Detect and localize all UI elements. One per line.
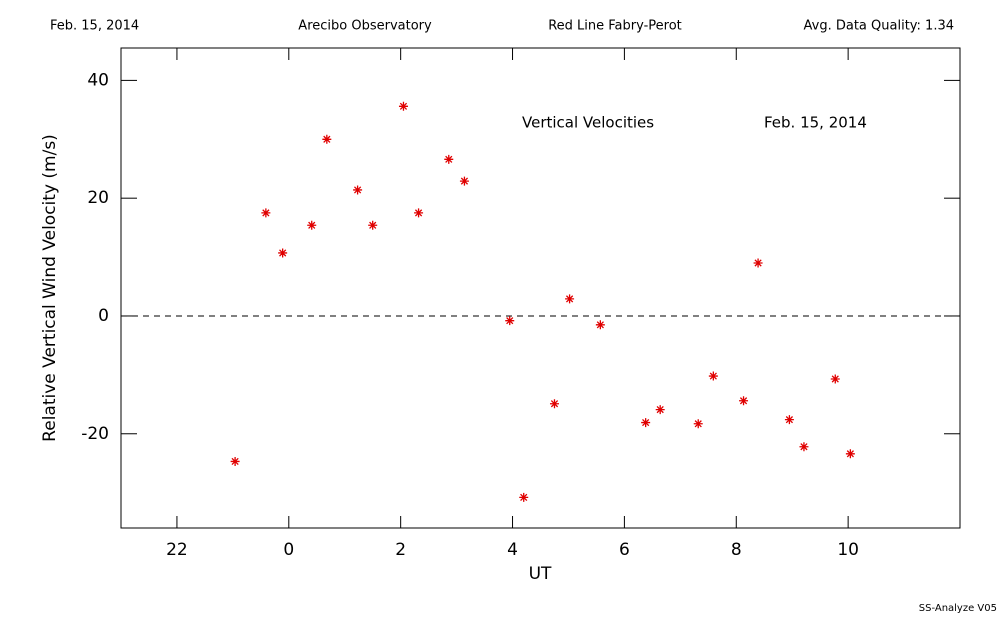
header-date: Feb. 15, 2014 (50, 19, 139, 34)
point (444, 154, 454, 164)
point (353, 185, 363, 195)
point (322, 134, 332, 144)
y-tick-label: 40 (87, 70, 109, 90)
footer: SS-Analyze V05 (919, 603, 997, 614)
y-tick-label: 0 (98, 306, 109, 326)
point (830, 374, 840, 384)
header-instrument: Red Line Fabry-Perot (548, 19, 682, 34)
x-tick-label: 10 (837, 540, 859, 560)
point (845, 449, 855, 459)
y-tick-label: 20 (87, 188, 109, 208)
header-quality: Avg. Data Quality: 1.34 (804, 19, 954, 34)
x-tick-label: 4 (507, 540, 518, 560)
point (799, 442, 809, 452)
point (459, 176, 469, 186)
point (784, 415, 794, 425)
point (708, 371, 718, 381)
annotation: Feb. 15, 2014 (764, 114, 867, 132)
x-tick-label: 22 (166, 540, 188, 560)
point (368, 220, 378, 230)
point (739, 396, 749, 406)
point (230, 456, 240, 466)
x-tick-label: 0 (283, 540, 294, 560)
plot-frame (120, 47, 961, 529)
point (753, 258, 763, 268)
point (278, 248, 288, 258)
annotation: Vertical Velocities (522, 114, 654, 132)
header-site: Arecibo Observatory (298, 19, 432, 34)
point (641, 418, 651, 428)
point (261, 208, 271, 218)
point (505, 316, 515, 326)
x-axis-label: UT (529, 564, 552, 584)
point (693, 419, 703, 429)
y-axis-label: Relative Vertical Wind Velocity (m/s) (40, 134, 60, 442)
x-tick-label: 8 (731, 540, 742, 560)
point (398, 101, 408, 111)
point (595, 320, 605, 330)
point (519, 492, 529, 502)
point (414, 208, 424, 218)
y-tick-label: -20 (81, 424, 109, 444)
x-tick-label: 2 (395, 540, 406, 560)
point (549, 399, 559, 409)
x-tick-label: 6 (619, 540, 630, 560)
point (307, 220, 317, 230)
point (565, 294, 575, 304)
point (655, 405, 665, 415)
